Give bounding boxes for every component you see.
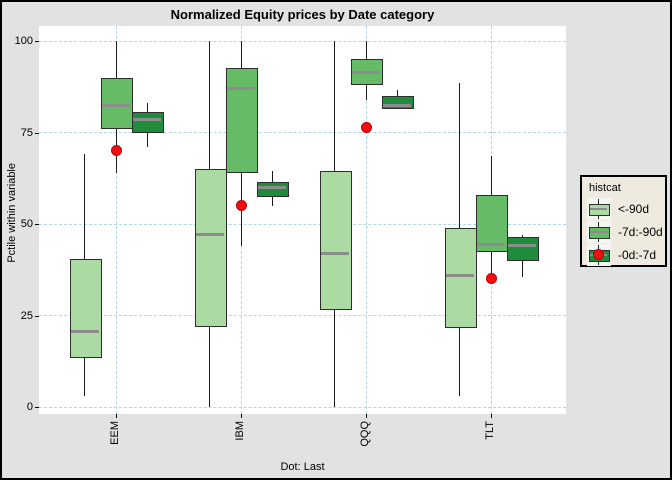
gridline-horizontal <box>39 406 566 408</box>
legend-item-label: <-90d <box>618 202 650 216</box>
x-axis-tick <box>240 414 242 418</box>
last-value-dot-IBM <box>235 200 247 212</box>
boxplot-box--0d:-7d-TLT <box>507 236 540 261</box>
boxplot-box-<-90d-IBM <box>194 169 227 327</box>
boxplot-median--7d:-90d-TLT <box>477 242 505 246</box>
legend-title: histcat <box>589 182 621 194</box>
boxplot-median--0d:-7d-IBM <box>258 185 287 189</box>
legend-item-label: -7d:-90d <box>618 225 663 239</box>
gridline-horizontal <box>39 132 566 133</box>
gridline-vertical <box>365 26 367 414</box>
y-tick-label: 0 <box>26 401 33 413</box>
x-axis-tick <box>490 414 492 418</box>
boxplot-median-<-90d-QQQ <box>320 251 349 255</box>
gridline-horizontal <box>39 315 566 316</box>
gridline-horizontal <box>39 223 566 225</box>
legend-key-boxplot-icon <box>587 221 611 243</box>
y-axis-tick <box>35 41 39 42</box>
gridline-horizontal <box>39 40 566 42</box>
boxplot-box-<-90d-QQQ <box>319 170 352 311</box>
last-value-dot-QQQ <box>360 121 372 133</box>
y-axis-tick <box>35 407 39 408</box>
y-axis-tick <box>35 315 39 317</box>
legend-item--0d:-7d: -0d:-7d <box>582 244 665 266</box>
plot-panel <box>39 26 566 414</box>
gridline-vertical <box>115 26 117 414</box>
boxplot-box--7d:-90d-TLT <box>476 194 508 252</box>
y-tick-label: 100 <box>14 35 33 47</box>
y-tick-label: 75 <box>20 126 33 139</box>
boxplot-box-<-90d-EEM <box>69 258 102 358</box>
chart-title: Normalized Equity prices by Date categor… <box>170 7 435 22</box>
boxplot-box--7d:-90d-EEM <box>101 77 133 129</box>
boxplot-box--7d:-90d-IBM <box>226 68 258 173</box>
legend-key-red-dot-icon <box>593 249 604 260</box>
last-value-dot-EEM <box>110 145 122 157</box>
y-tick-label: 50 <box>20 218 33 230</box>
boxplot-median-<-90d-TLT <box>445 273 474 277</box>
boxplot-median--7d:-90d-IBM <box>227 87 255 91</box>
x-axis-tick <box>365 414 367 418</box>
boxplot-median--7d:-90d-EEM <box>102 103 130 107</box>
boxplot-median--0d:-7d-QQQ <box>383 103 412 107</box>
axis-caption: Dot: Last <box>280 461 325 473</box>
boxplot-median--0d:-7d-EEM <box>133 118 162 122</box>
boxplot-median-<-90d-EEM <box>70 330 99 334</box>
legend-key-median <box>590 208 607 210</box>
legend-key-box <box>589 227 610 239</box>
boxplot-median--7d:-90d-QQQ <box>352 70 380 74</box>
y-axis-label: Pctile within variable <box>6 163 18 263</box>
legend-item-<-90d: <-90d <box>582 198 665 220</box>
boxplot-box-<-90d-TLT <box>444 227 477 329</box>
legend-key-boxplot-icon <box>587 198 611 220</box>
boxplot-box--0d:-7d-QQQ <box>382 95 415 109</box>
legend-item-label: -0d:-7d <box>618 248 657 262</box>
boxplot-median--0d:-7d-TLT <box>508 244 537 248</box>
x-tick-label: QQQ <box>359 421 371 447</box>
x-tick-label: TLT <box>484 421 496 440</box>
y-axis-tick <box>35 132 39 134</box>
x-tick-label: EEM <box>109 421 121 445</box>
last-value-dot-TLT <box>485 273 497 285</box>
x-tick-label: IBM <box>234 421 246 441</box>
y-tick-label: 25 <box>20 309 33 322</box>
y-axis-tick <box>35 224 39 225</box>
legend-item--7d:-90d: -7d:-90d <box>582 221 665 243</box>
x-axis-tick <box>115 414 117 418</box>
legend: histcat <-90d -7d:-90d -0d:-7d <box>580 175 667 267</box>
boxplot-box--0d:-7d-IBM <box>257 181 290 197</box>
boxplot-box--0d:-7d-EEM <box>132 112 165 133</box>
boxplot-median-<-90d-IBM <box>195 233 224 237</box>
legend-key-median <box>590 231 607 233</box>
legend-key-box <box>589 204 610 216</box>
legend-key-boxplot-icon <box>587 244 611 266</box>
